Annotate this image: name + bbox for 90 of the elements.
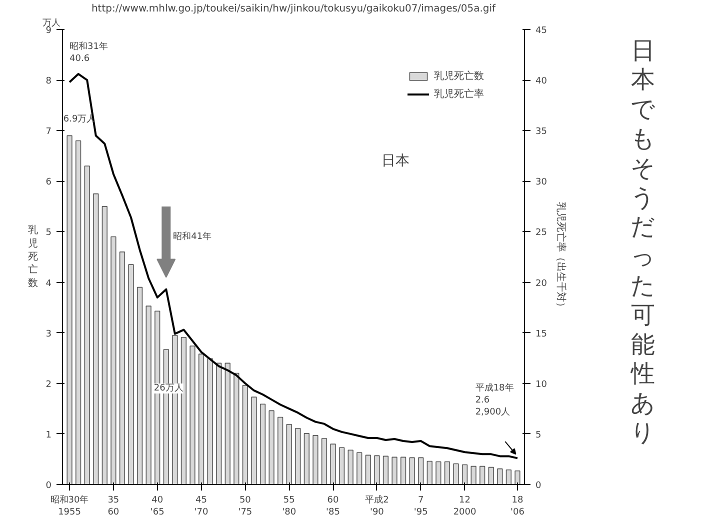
bar bbox=[356, 452, 362, 484]
bar bbox=[304, 433, 310, 484]
bar bbox=[128, 264, 134, 484]
y2-tick-label: 10 bbox=[536, 380, 548, 390]
bar bbox=[268, 410, 274, 484]
bar bbox=[119, 252, 126, 484]
bar bbox=[110, 236, 116, 484]
bar bbox=[382, 456, 389, 484]
bar bbox=[216, 362, 222, 484]
bar bbox=[321, 438, 328, 484]
bar bbox=[330, 444, 336, 484]
y-tick-label: 7 bbox=[46, 127, 52, 138]
y-tick-label: 9 bbox=[46, 26, 52, 36]
y-tick-label: 1 bbox=[46, 430, 52, 440]
bar bbox=[497, 468, 503, 484]
y-tick-label: 3 bbox=[46, 329, 52, 340]
bar bbox=[207, 358, 213, 484]
x-tick-label: 45 '70 bbox=[194, 496, 209, 518]
bar bbox=[418, 457, 424, 484]
bar bbox=[436, 461, 442, 484]
bar bbox=[242, 385, 248, 484]
bar bbox=[234, 372, 240, 484]
bar bbox=[295, 428, 301, 484]
bar bbox=[260, 404, 266, 484]
chart-title: 日本でもそうだった可能性あり bbox=[630, 36, 656, 447]
y2-tick-label: 15 bbox=[536, 329, 547, 340]
x-tick-label: 50 '75 bbox=[238, 496, 252, 518]
bar bbox=[190, 346, 196, 484]
bar bbox=[84, 166, 90, 484]
x-tick-label: 昭和30年 1955 bbox=[50, 494, 89, 518]
y2-tick-label: 35 bbox=[536, 127, 547, 138]
x-tick-label: 7 '95 bbox=[414, 496, 428, 518]
x-tick-label: 60 '85 bbox=[326, 496, 340, 518]
x-tick-label: 平成2 '90 bbox=[365, 494, 389, 518]
y-tick-label: 2 bbox=[46, 380, 52, 390]
bar bbox=[146, 306, 152, 484]
bar bbox=[286, 424, 292, 484]
x-tick-label: 55 '80 bbox=[282, 496, 296, 518]
bar bbox=[480, 466, 486, 484]
annotation: 26万人 bbox=[154, 382, 184, 394]
y2-tick-label: 45 bbox=[536, 26, 547, 36]
bar bbox=[514, 470, 520, 484]
bar bbox=[338, 447, 345, 484]
y-tick-label: 4 bbox=[46, 278, 52, 289]
bar bbox=[312, 435, 318, 484]
x-tick-label: 35 60 bbox=[108, 496, 120, 518]
bar bbox=[470, 466, 476, 484]
y2-tick-label: 25 bbox=[536, 228, 547, 238]
y-tick-label: 8 bbox=[46, 76, 52, 87]
text: http://www.mhlw.go.jp/toukei/saikin/hw/jinkou/tokusyu/gaikoku07/images/05a.gif bbox=[91, 4, 496, 14]
annotation: 日本 bbox=[381, 152, 410, 169]
bar bbox=[444, 461, 450, 484]
bar bbox=[66, 135, 72, 484]
y2-tick-label: 0 bbox=[536, 481, 542, 491]
bar bbox=[136, 286, 143, 484]
bar bbox=[75, 140, 82, 484]
bar bbox=[251, 396, 257, 484]
bar bbox=[102, 206, 108, 484]
bar bbox=[506, 469, 512, 484]
y2-axis-title: 乳児死亡率（出生千対） bbox=[554, 202, 567, 312]
legend-label: 乳児死亡率 bbox=[434, 88, 484, 101]
bar bbox=[392, 456, 398, 484]
bar bbox=[198, 354, 204, 484]
bar bbox=[400, 456, 406, 484]
bar bbox=[453, 463, 459, 484]
y-tick-label: 0 bbox=[46, 481, 52, 491]
bar bbox=[409, 457, 415, 484]
annotation: 昭和31年 40.6 bbox=[70, 41, 108, 64]
bar bbox=[348, 450, 354, 484]
annotation: 平成18年 2.6 2,900人 bbox=[475, 382, 514, 418]
bar bbox=[488, 466, 494, 484]
bar bbox=[462, 464, 468, 484]
x-tick-label: 18 '06 bbox=[510, 496, 525, 518]
y-tick-label: 5 bbox=[46, 228, 52, 238]
y-axis-title: 乳児死亡数 bbox=[28, 224, 38, 289]
bar bbox=[224, 362, 230, 484]
x-tick-label: 40 '65 bbox=[150, 496, 164, 518]
y2-tick-label: 40 bbox=[536, 76, 548, 87]
bar bbox=[278, 416, 284, 484]
annotation: 昭和41年 bbox=[173, 230, 212, 242]
x-tick-label: 12 2000 bbox=[453, 496, 476, 518]
bar bbox=[93, 193, 99, 484]
bar bbox=[426, 460, 432, 484]
legend-label: 乳児死亡数 bbox=[434, 70, 484, 83]
y-tick-label: 6 bbox=[46, 178, 52, 188]
bar bbox=[365, 454, 371, 484]
y2-tick-label: 20 bbox=[536, 278, 548, 289]
y2-tick-label: 5 bbox=[536, 430, 542, 440]
bar bbox=[374, 455, 380, 484]
y2-tick-label: 30 bbox=[536, 178, 548, 188]
